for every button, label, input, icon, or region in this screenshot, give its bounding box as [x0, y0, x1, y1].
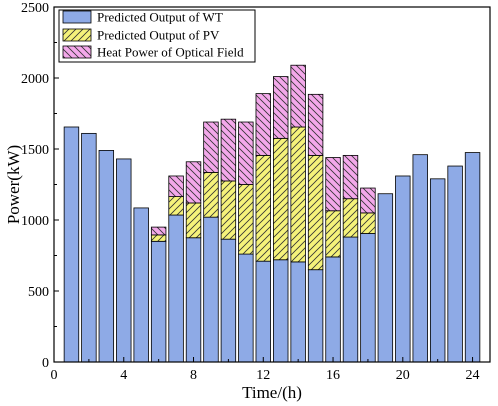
bar-wt-hour-4 — [116, 158, 132, 363]
bar-pv-hour-14 — [290, 126, 306, 263]
legend-label-heat: Heat Power of Optical Field — [97, 45, 244, 60]
bar-wt-hour-22 — [429, 178, 446, 363]
bar-wt-hour-23 — [447, 165, 463, 363]
bar-pv-hour-8 — [185, 202, 202, 239]
y-tick-label-2000: 2000 — [21, 72, 49, 87]
bar-wt-hour-11 — [238, 253, 254, 363]
x-axis-title: Time/(h) — [242, 383, 302, 402]
x-tick-label-4: 4 — [120, 368, 127, 383]
bar-wt-hour-13 — [273, 259, 289, 363]
bar-layer — [63, 64, 481, 363]
x-tick-label-20: 20 — [396, 368, 410, 383]
y-tick-label-2500: 2500 — [21, 1, 49, 16]
bar-pv-hour-7 — [168, 196, 184, 216]
bar-heat-hour-11 — [238, 121, 254, 185]
legend-item-pv: Predicted Output of PV — [62, 28, 220, 43]
bar-heat-hour-13 — [273, 76, 289, 139]
x-tick-label-0: 0 — [51, 368, 58, 383]
y-tick-label-0: 0 — [42, 356, 49, 371]
bar-heat-hour-9 — [203, 121, 219, 173]
x-tick-label-16: 16 — [326, 368, 340, 383]
bar-heat-hour-15 — [307, 93, 324, 156]
bar-pv-hour-15 — [307, 154, 324, 271]
bar-wt-hour-2 — [81, 132, 97, 363]
plot-frame — [53, 6, 491, 363]
bar-pv-hour-18 — [360, 212, 376, 234]
y-axis-title: Power(kW) — [4, 145, 23, 224]
legend-swatch-pv — [62, 28, 92, 42]
bar-wt-hour-21 — [412, 154, 428, 363]
legend: Predicted Output of WT Predicted Output … — [58, 9, 256, 63]
bar-wt-hour-14 — [290, 261, 306, 363]
bar-wt-hour-20 — [395, 175, 411, 363]
legend-box — [58, 9, 256, 63]
bar-wt-hour-15 — [307, 269, 324, 363]
bar-wt-hour-3 — [98, 150, 115, 363]
bar-wt-hour-10 — [220, 238, 237, 363]
tick-layer: 0 500 1000 1500 2000 2500 0 4 8 12 16 20 24 — [21, 1, 480, 383]
bar-wt-hour-9 — [203, 216, 219, 363]
bar-heat-hour-7 — [168, 175, 184, 197]
bar-heat-hour-14 — [290, 64, 306, 128]
bar-pv-hour-12 — [255, 154, 271, 262]
legend-item-wt: Predicted Output of WT — [62, 10, 223, 25]
bar-wt-hour-5 — [133, 207, 149, 363]
bar-wt-hour-16 — [325, 256, 341, 363]
bar-wt-hour-6 — [150, 240, 167, 363]
bar-heat-hour-18 — [360, 187, 376, 214]
bar-heat-hour-12 — [255, 93, 271, 156]
bar-wt-hour-18 — [360, 233, 376, 363]
legend-label-pv: Predicted Output of PV — [97, 28, 220, 43]
bar-pv-hour-6 — [150, 234, 167, 242]
bar-wt-hour-24 — [464, 152, 481, 363]
x-tick-label-8: 8 — [190, 368, 197, 383]
bar-wt-hour-12 — [255, 260, 271, 363]
bar-wt-hour-19 — [377, 193, 394, 363]
bar-heat-hour-10 — [220, 118, 237, 182]
bar-wt-hour-8 — [185, 237, 202, 363]
y-tick-label-1500: 1500 — [21, 143, 49, 158]
legend-label-wt: Predicted Output of WT — [97, 10, 223, 25]
legend-swatch-wt — [62, 10, 92, 24]
legend-swatch-heat — [62, 45, 92, 59]
bar-pv-hour-16 — [325, 210, 341, 258]
bar-wt-hour-1 — [63, 126, 80, 363]
x-tick-label-24: 24 — [466, 368, 480, 383]
bar-pv-hour-13 — [273, 137, 289, 261]
x-tick-label-12: 12 — [256, 368, 270, 383]
bar-heat-hour-16 — [325, 157, 341, 212]
y-tick-label-1000: 1000 — [21, 214, 49, 229]
bar-pv-hour-17 — [342, 198, 359, 238]
bar-heat-hour-6 — [150, 226, 167, 236]
bar-pv-hour-9 — [203, 172, 219, 218]
bar-pv-hour-11 — [238, 184, 254, 255]
bar-heat-hour-17 — [342, 154, 359, 200]
bar-wt-hour-7 — [168, 214, 184, 363]
bar-heat-hour-8 — [185, 161, 202, 204]
bar-pv-hour-10 — [220, 180, 237, 240]
y-tick-label-500: 500 — [28, 285, 49, 300]
bar-wt-hour-17 — [342, 236, 359, 363]
legend-item-heat: Heat Power of Optical Field — [62, 45, 244, 60]
